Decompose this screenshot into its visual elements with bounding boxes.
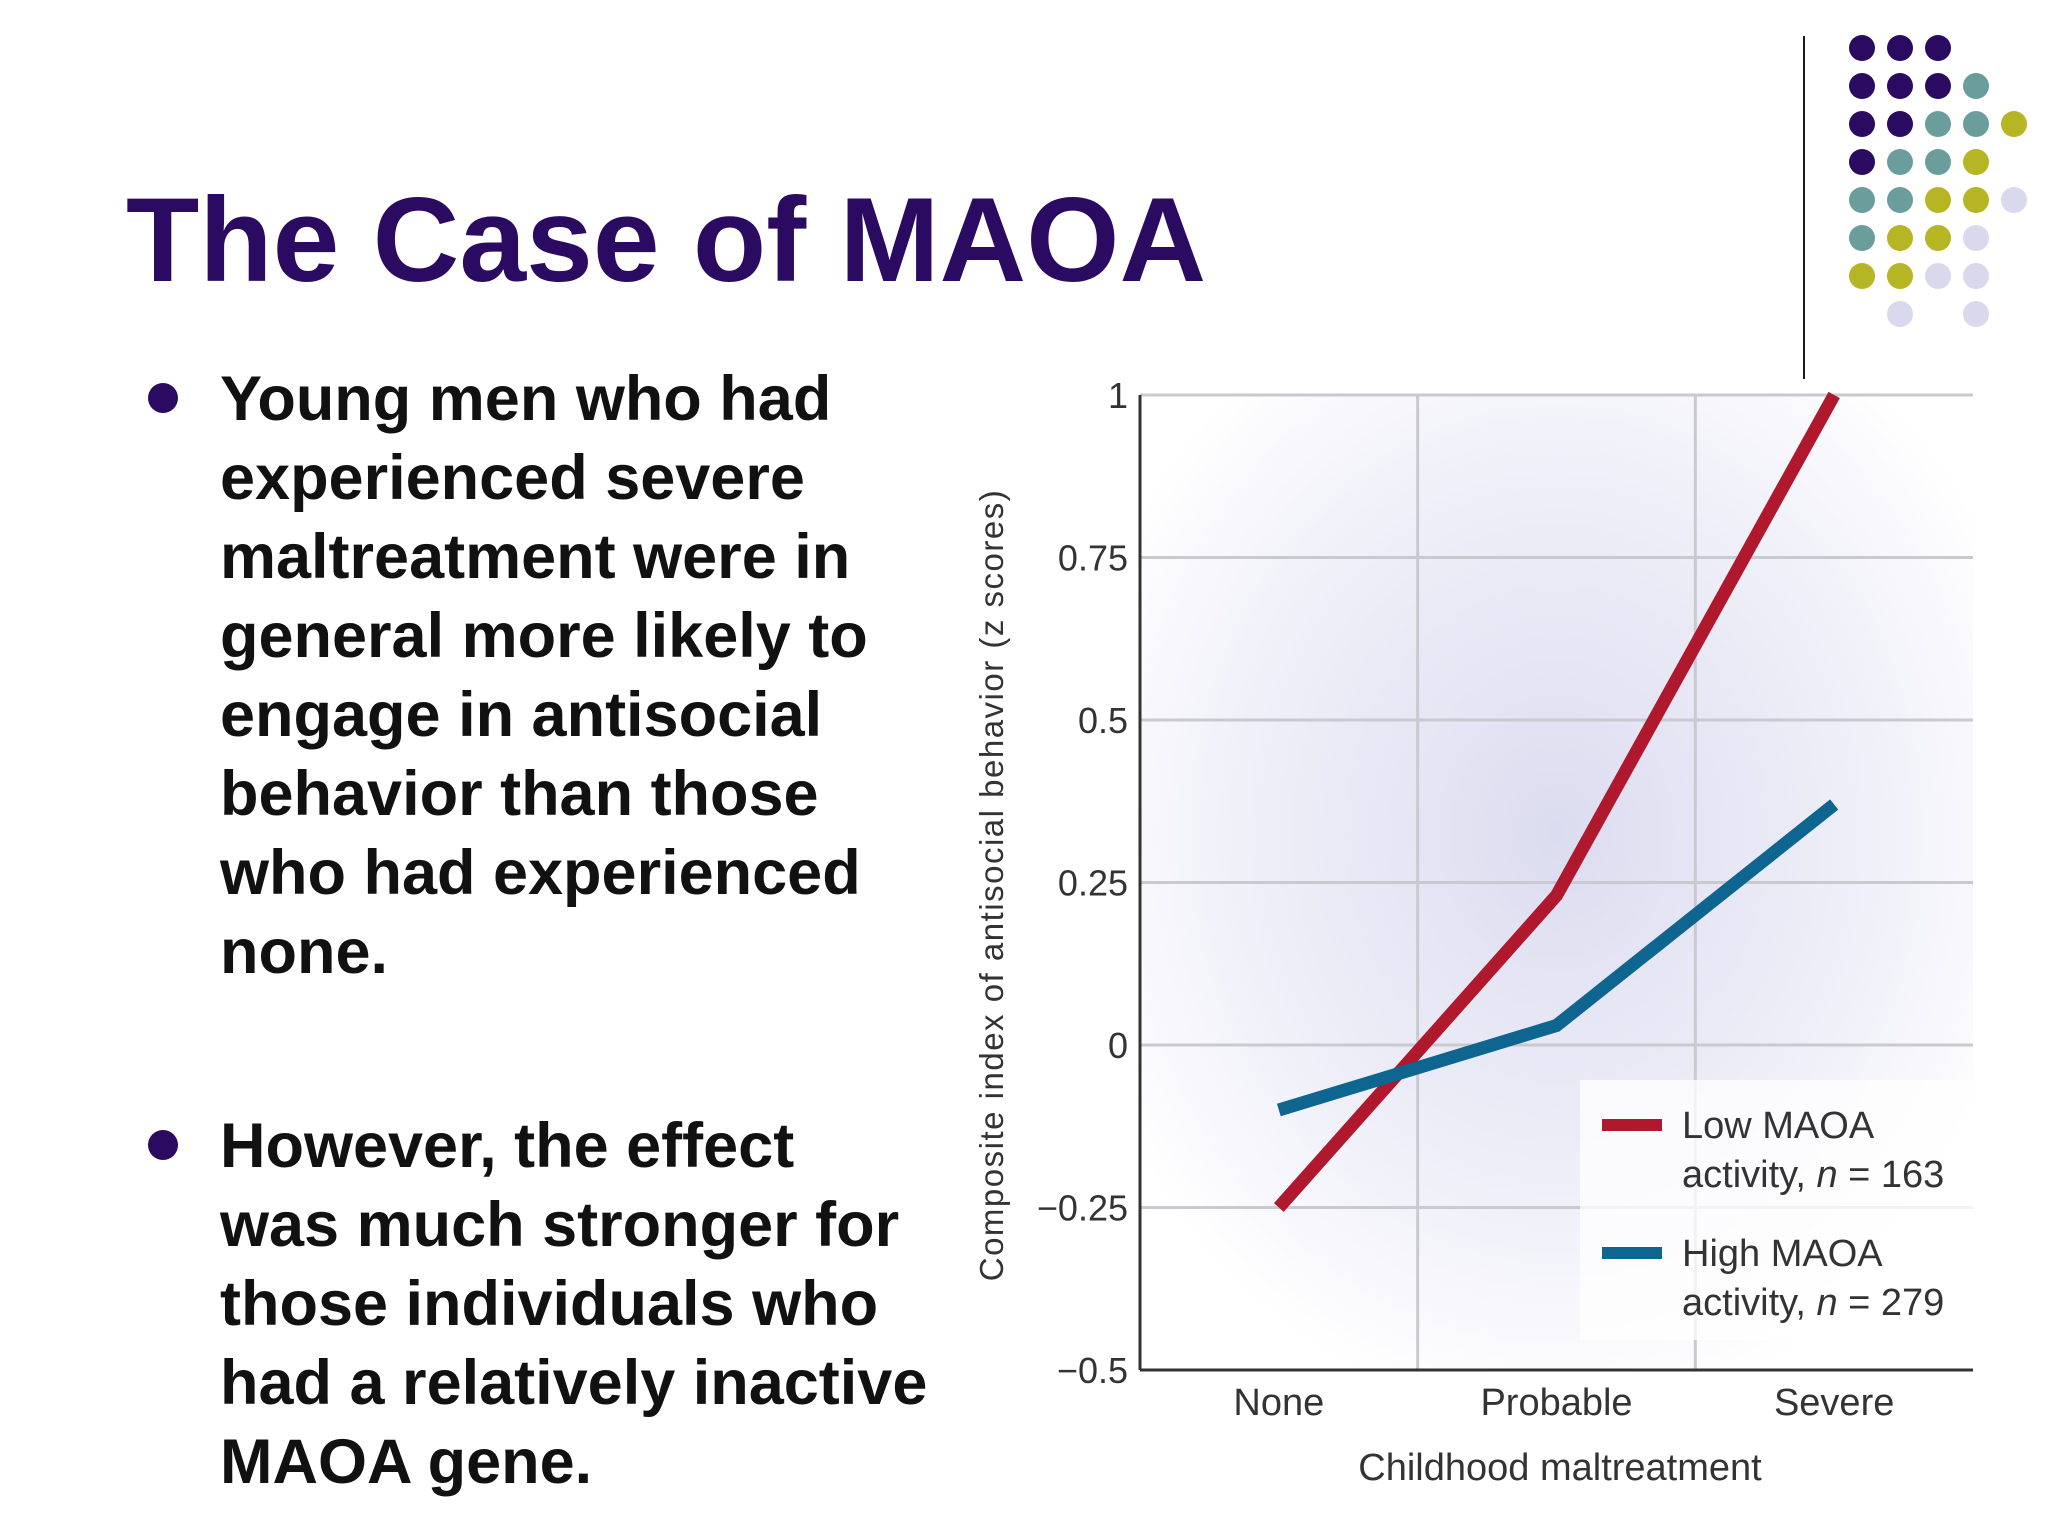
series-lines [1273, 391, 1840, 1212]
y-tick-label: 1 [1108, 375, 1128, 416]
x-tick-label: Severe [1774, 1382, 1894, 1424]
legend-label: High MAOA [1682, 1233, 1883, 1275]
decorative-dot [1849, 225, 1875, 251]
bullet-list: Young men who had experienced severe mal… [140, 360, 930, 1502]
series-line-low-maoa [1273, 391, 1840, 1212]
decorative-dot [1849, 35, 1875, 61]
x-tick-label: Probable [1480, 1382, 1632, 1424]
axes [1138, 395, 1973, 1372]
divider-line [1803, 36, 1805, 379]
y-axis-label: Composite index of antisocial behavior (… [973, 489, 1010, 1282]
slide-title: The Case of MAOA [126, 173, 1207, 307]
decorative-dot [1849, 187, 1875, 213]
decorative-dot [1963, 263, 1989, 289]
decorative-dot [1849, 111, 1875, 137]
decorative-dot [1963, 111, 1989, 137]
decorative-dot [1925, 187, 1951, 213]
bullet-dot-icon [148, 1130, 178, 1160]
x-tick-label: None [1233, 1382, 1324, 1424]
series-line-high-maoa [1276, 799, 1839, 1117]
decorative-dot [1887, 225, 1913, 251]
decorative-dot [2001, 111, 2027, 137]
line-chart: 1 0.75 0.5 0.25 0 −0.25 −0.5 None Probable Sever… [973, 375, 1973, 1489]
decorative-dot [1887, 263, 1913, 289]
y-tick-label: −0.5 [1057, 1350, 1128, 1391]
decorative-dot [1887, 73, 1913, 99]
x-axis-label: Childhood maltreatment [1358, 1447, 1762, 1489]
y-tick-label: 0.25 [1058, 863, 1128, 904]
legend-label: activity, n = 163 [1682, 1154, 1944, 1196]
decorative-dot [1963, 149, 1989, 175]
y-tick-labels: 1 0.75 0.5 0.25 0 −0.25 −0.5 [1037, 375, 1128, 1391]
bullet-text: However, the effect was much stronger fo… [220, 1111, 928, 1497]
legend-label: Low MAOA [1682, 1105, 1875, 1147]
decorative-dot [1849, 73, 1875, 99]
decorative-dot [1963, 301, 1989, 327]
bullet-dot-icon [148, 383, 178, 413]
decorative-dot [1925, 263, 1951, 289]
decorative-dot [1963, 187, 1989, 213]
legend: Low MAOA activity, n = 163 High MAOA act… [1580, 1080, 1973, 1340]
decorative-dot [1887, 301, 1913, 327]
y-tick-label: 0.75 [1058, 538, 1128, 579]
decorative-dot [1887, 35, 1913, 61]
decorative-dot [1925, 149, 1951, 175]
decorative-dot [1849, 263, 1875, 289]
decorative-dot [1925, 111, 1951, 137]
decorative-dot [1849, 149, 1875, 175]
decorative-dot [2001, 187, 2027, 213]
decorative-dot [1963, 73, 1989, 99]
decorative-dot [1925, 73, 1951, 99]
decorative-dot [1925, 35, 1951, 61]
y-tick-label: 0.5 [1078, 700, 1128, 741]
y-tick-label: −0.25 [1037, 1188, 1128, 1229]
decorative-dot [1963, 225, 1989, 251]
bullet-item: Young men who had experienced severe mal… [140, 360, 930, 992]
bullet-item: However, the effect was much stronger fo… [140, 1107, 930, 1502]
bullet-text: Young men who had experienced severe mal… [220, 364, 868, 987]
decorative-dot [1925, 225, 1951, 251]
x-tick-labels: None Probable Severe [1233, 1382, 1894, 1424]
legend-label: activity, n = 279 [1682, 1282, 1944, 1324]
decorative-dot [1887, 149, 1913, 175]
y-tick-label: 0 [1108, 1025, 1128, 1066]
decorative-dot [1887, 187, 1913, 213]
decorative-dot [1887, 111, 1913, 137]
